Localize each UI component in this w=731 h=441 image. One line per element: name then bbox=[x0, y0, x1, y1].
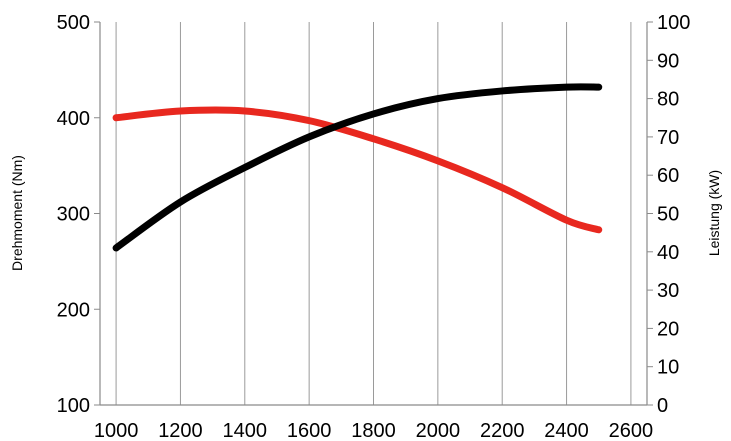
right-tick-label: 0 bbox=[657, 395, 668, 417]
left-tick-label: 300 bbox=[57, 204, 90, 226]
x-tick-label: 1600 bbox=[287, 420, 332, 441]
right-tick-label: 70 bbox=[657, 127, 679, 149]
right-tick-label: 90 bbox=[657, 50, 679, 72]
series-lines bbox=[112, 83, 603, 252]
right-tick-label: 80 bbox=[657, 89, 679, 111]
x-tick-label: 2400 bbox=[544, 420, 589, 441]
left-tick-label: 100 bbox=[57, 395, 90, 417]
x-tick-label: 2200 bbox=[480, 420, 525, 441]
right-tick-label: 60 bbox=[657, 165, 679, 187]
x-tick-label: 1400 bbox=[223, 420, 268, 441]
y-right-axis-title: Leistung (kW) bbox=[706, 170, 722, 256]
x-tick-label: 1000 bbox=[94, 420, 139, 441]
right-tick-label: 30 bbox=[657, 280, 679, 302]
right-tick-label: 40 bbox=[657, 242, 679, 264]
x-tick-label: 2000 bbox=[416, 420, 461, 441]
x-tick-label: 1800 bbox=[351, 420, 396, 441]
left-tick-labels: 100 200 300 400 500 bbox=[57, 12, 100, 417]
left-tick-label: 500 bbox=[57, 12, 90, 34]
right-tick-labels: 0 10 20 30 40 50 60 70 80 90 100 bbox=[647, 12, 690, 417]
x-tick-labels: 1000 1200 1400 1600 1800 2000 2200 2400 2600 bbox=[94, 420, 653, 441]
right-tick-label: 100 bbox=[657, 12, 690, 34]
y-left-axis-title: Drehmoment (Nm) bbox=[9, 155, 25, 271]
right-tick-label: 10 bbox=[657, 357, 679, 379]
left-tick-label: 200 bbox=[57, 299, 90, 321]
right-tick-label: 20 bbox=[657, 318, 679, 340]
right-tick-label: 50 bbox=[657, 204, 679, 226]
left-tick-label: 400 bbox=[57, 108, 90, 130]
x-tick-label: 1200 bbox=[158, 420, 203, 441]
x-tick-label: 2600 bbox=[609, 420, 654, 441]
